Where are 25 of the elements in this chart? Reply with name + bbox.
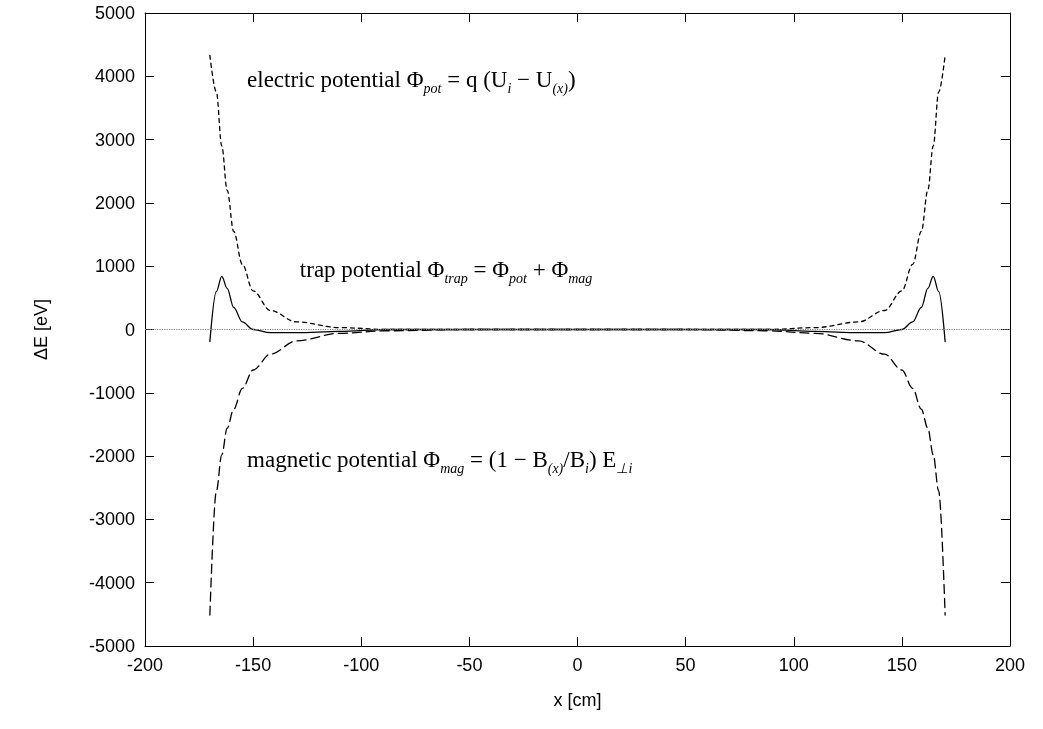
x-tick-label: -50	[456, 655, 483, 675]
y-tick-label: 3000	[94, 129, 135, 150]
x-tick-label: 100	[778, 655, 809, 675]
annotation: trap potential Φ$_{trap}$ = Φ$_{pot}$ + Φ$_{mag}$	[299, 256, 593, 287]
y-tick-label: -4000	[88, 572, 135, 593]
x-tick-label: -100	[343, 655, 380, 675]
x-tick-label: 200	[994, 655, 1026, 675]
annotation: magnetic potential Φ$_{mag}$ = (1 − B$_{(x)}$/B$_{i}$) E$_{⊥i}$	[247, 446, 633, 477]
x-tick-label: 150	[886, 655, 917, 675]
y-tick-label: 2000	[94, 192, 135, 213]
y-tick-label: -2000	[88, 446, 135, 467]
x-tick-label: -150	[235, 655, 272, 675]
y-tick-label: -1000	[88, 382, 135, 403]
y-tick-label: 1000	[94, 256, 135, 277]
y-tick-label: 4000	[94, 66, 135, 87]
y-tick-label: 0	[124, 319, 135, 340]
y-axis-title: ΔE [eV]	[31, 298, 51, 361]
y-tick-label: -5000	[88, 636, 135, 656]
x-axis-title: x [cm]	[553, 690, 602, 710]
y-tick-label: -3000	[88, 509, 135, 530]
x-tick-label: -200	[126, 655, 164, 675]
y-tick-label: 5000	[94, 3, 135, 23]
annotation: electric potential Φ$_{pot}$ = q (U$_{i}$ − U$_{(x)}$)	[247, 66, 576, 97]
x-tick-label: 50	[675, 655, 696, 675]
x-tick-label: 0	[572, 655, 583, 675]
